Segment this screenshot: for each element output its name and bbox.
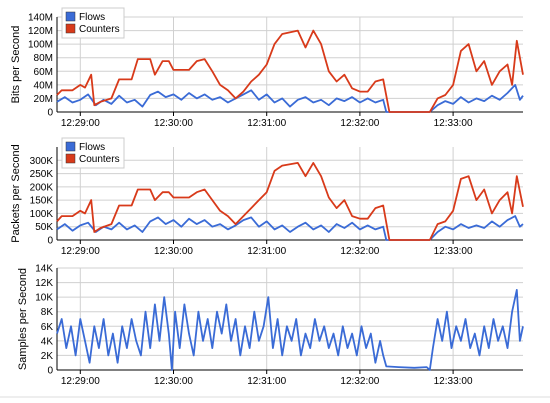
y-tick-label: 20M — [34, 94, 53, 105]
x-tick-label: 12:30:00 — [154, 376, 193, 387]
legend-label-counters: Counters — [79, 154, 120, 165]
y-axis-label: Samples per Second — [17, 268, 29, 370]
x-tick-label: 12:33:00 — [434, 376, 473, 387]
x-tick-label: 12:30:00 — [154, 246, 193, 257]
y-tick-label: 120M — [28, 26, 53, 37]
x-tick-label: 12:32:00 — [340, 118, 379, 129]
y-axis-label: Packets per Second — [10, 144, 22, 242]
x-tick-label: 12:32:00 — [340, 246, 379, 257]
y-tick-label: 250K — [30, 169, 54, 180]
y-axis-label: Bits per Second — [10, 26, 22, 104]
series-line-samples — [56, 288, 524, 371]
series-line-counters — [56, 161, 524, 241]
legend-swatch-flows — [65, 141, 76, 152]
legend-label-flows: Flows — [79, 12, 105, 23]
y-tick-label: 100K — [30, 209, 54, 220]
x-tick-label: 12:32:00 — [340, 376, 379, 387]
series-line-flows — [56, 215, 524, 241]
x-tick-label: 12:31:00 — [247, 118, 286, 129]
y-tick-label: 12K — [35, 278, 53, 289]
x-tick-label: 12:30:00 — [154, 118, 193, 129]
y-tick-label: 14K — [35, 264, 53, 275]
x-tick-label: 12:33:00 — [434, 246, 473, 257]
y-tick-label: 40M — [34, 80, 53, 91]
x-tick-label: 12:33:00 — [434, 118, 473, 129]
y-tick-label: 200K — [30, 182, 54, 193]
y-tick-label: 0 — [47, 366, 53, 377]
legend-swatch-flows — [65, 11, 76, 22]
y-tick-label: 10K — [35, 293, 53, 304]
y-tick-label: 2K — [41, 351, 54, 362]
series-line-flows — [56, 84, 524, 113]
chart-bits-per-second: 0 20M 40M 60M 80M 100M 120M 140M 12:29:00 12:30:0… — [10, 7, 524, 129]
x-tick-label: 12:31:00 — [247, 376, 286, 387]
chart-packets-per-second: 0 50K 100K 150K 200K 250K 300K 12:29:00 12:30:00… — [10, 137, 524, 257]
y-tick-label: 140M — [28, 13, 53, 24]
y-tick-label: 50K — [35, 222, 53, 233]
y-tick-label: 4K — [41, 336, 54, 347]
legend-swatch-counters — [65, 23, 76, 34]
x-tick-label: 12:31:00 — [247, 246, 286, 257]
x-tick-label: 12:29:00 — [61, 118, 100, 129]
legend-label-flows: Flows — [79, 142, 105, 153]
y-tick-label: 60M — [34, 67, 53, 78]
y-tick-label: 0 — [47, 108, 53, 119]
y-tick-label: 100M — [28, 40, 53, 51]
y-tick-label: 300K — [30, 156, 54, 167]
x-tick-label: 12:29:00 — [61, 246, 100, 257]
y-tick-label: 80M — [34, 53, 53, 64]
x-tick-label: 12:29:00 — [61, 376, 100, 387]
series-line-counters — [56, 29, 524, 113]
legend-label-counters: Counters — [79, 24, 120, 35]
y-tick-label: 0 — [47, 236, 53, 247]
chart-samples-per-second: 0 2K 4K 6K 8K 10K 12K 14K 12:29:00 12:30:00 12:31:… — [17, 264, 524, 387]
y-tick-label: 8K — [41, 307, 54, 318]
legend-swatch-counters — [65, 153, 76, 164]
y-tick-label: 150K — [30, 196, 54, 207]
y-tick-label: 6K — [41, 322, 54, 333]
